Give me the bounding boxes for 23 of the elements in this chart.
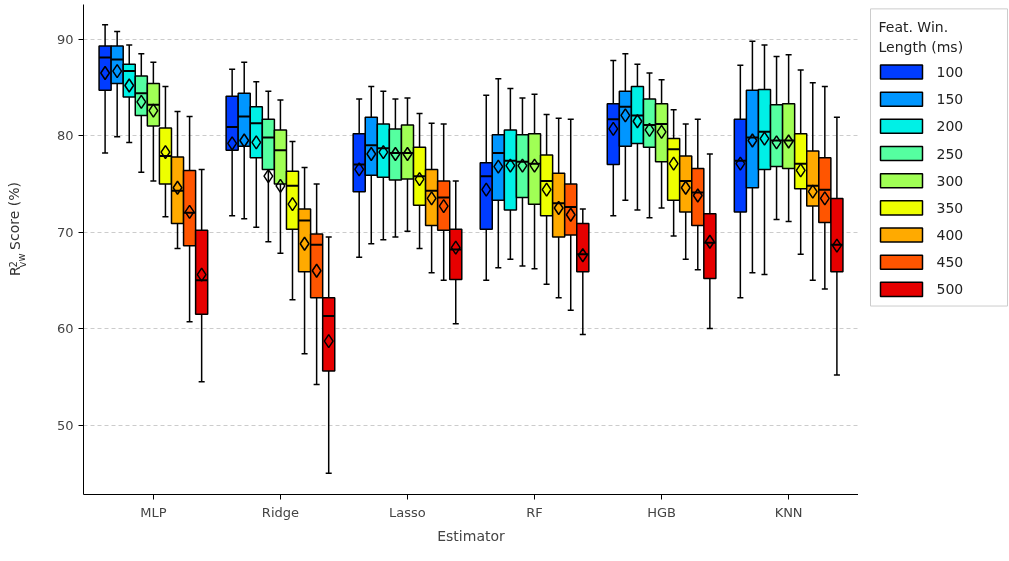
x-tick-label: KNN [774, 504, 803, 520]
y-tick-label: 50 [56, 417, 74, 433]
legend-title: Feat. Win. Length (ms) [878, 19, 964, 55]
legend-label: 300 [936, 172, 964, 189]
x-tick-label: HGB [647, 504, 676, 520]
y-tick-label: 90 [56, 31, 74, 47]
y-tick-label: 60 [56, 321, 74, 337]
legend-label: 200 [936, 118, 964, 135]
legend-label: 100 [936, 64, 964, 80]
x-tick-label: RF [526, 504, 543, 520]
legend-label: 450 [936, 254, 964, 271]
x-tick-label: MLP [140, 504, 167, 520]
legend-label: 150 [936, 91, 964, 108]
y-tick-label: 70 [56, 224, 74, 240]
legend-label: 400 [936, 227, 964, 244]
x-tick-label: Ridge [261, 504, 300, 520]
y-axis-title: R2vw Score (%) [6, 182, 28, 276]
legend-label: 350 [936, 199, 964, 216]
x-axis-title: Estimator [437, 527, 506, 544]
legend-label: 250 [936, 145, 964, 162]
y-tick-label: 80 [56, 128, 74, 144]
x-tick-label: Lasso [389, 504, 426, 520]
legend-label: 500 [936, 281, 964, 298]
